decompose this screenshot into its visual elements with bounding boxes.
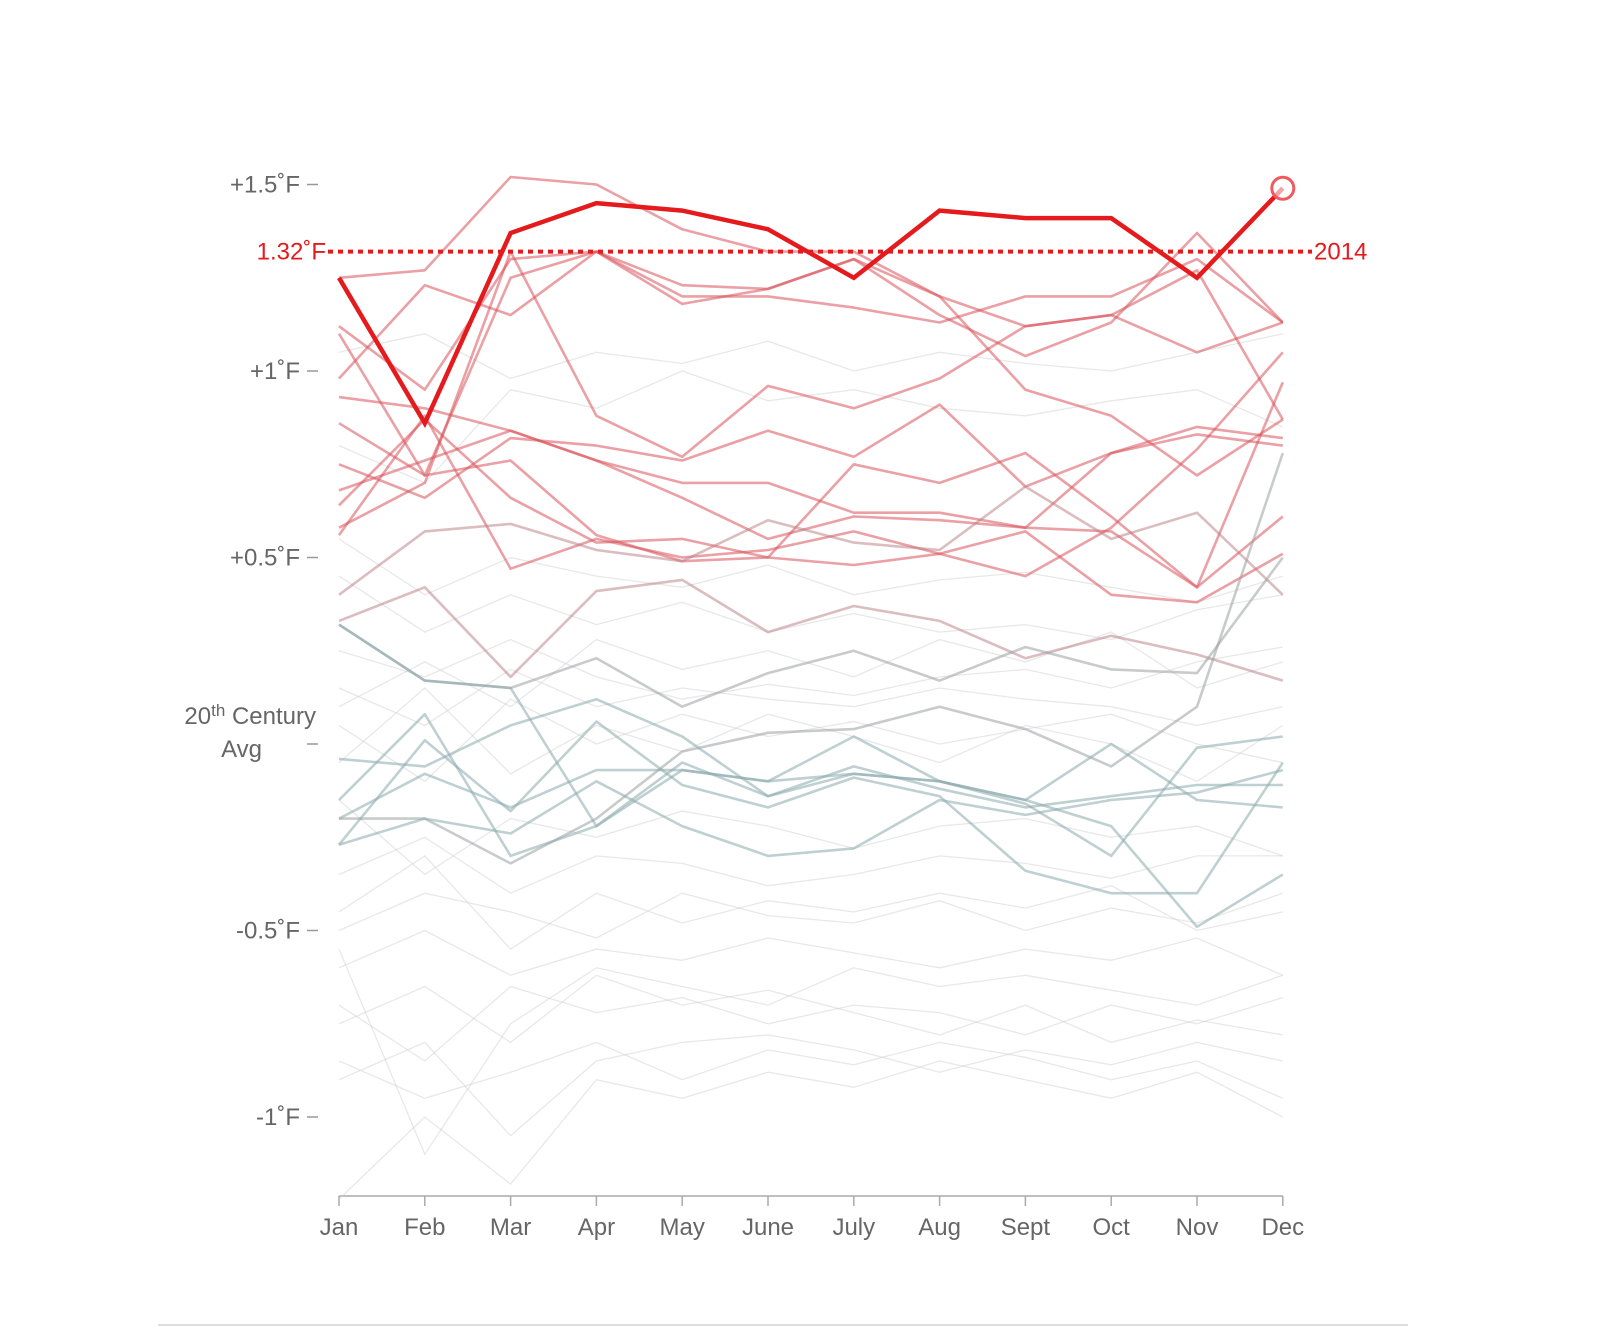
y-baseline-label-line2: Avg bbox=[221, 736, 262, 763]
year-line-gray bbox=[338, 687, 1284, 783]
year-line bbox=[338, 712, 1283, 858]
year-line bbox=[339, 452, 1285, 865]
year-line bbox=[338, 623, 1283, 828]
year-line bbox=[338, 578, 1284, 682]
x-tick-label: Sept bbox=[1001, 1214, 1051, 1241]
y-tick-label: +1.5˚F bbox=[230, 172, 300, 199]
year-line bbox=[338, 422, 1284, 589]
year-line bbox=[338, 425, 1283, 541]
year-line-gray bbox=[338, 1060, 1284, 1200]
anomaly-year-lines bbox=[337, 175, 1285, 929]
year-line-gray bbox=[338, 631, 1283, 708]
year-line-gray bbox=[338, 370, 1284, 484]
x-tick-label: Oct bbox=[1093, 1214, 1131, 1241]
year-line bbox=[338, 403, 1283, 500]
year-line-gray bbox=[338, 333, 1283, 380]
year-line-gray bbox=[338, 974, 1283, 1044]
y-tick-label: -0.5˚F bbox=[236, 918, 300, 945]
x-tick-label: May bbox=[660, 1214, 705, 1241]
year-line-gray bbox=[338, 929, 1284, 976]
x-tick-label: Jan bbox=[320, 1214, 359, 1241]
y-baseline-label: 20th Century bbox=[184, 701, 316, 730]
year-line bbox=[338, 485, 1284, 596]
year-line-gray bbox=[338, 948, 1284, 1156]
year-line-gray bbox=[338, 638, 1283, 700]
year-line-gray bbox=[338, 698, 1283, 783]
year-line-gray bbox=[338, 538, 1283, 603]
axis-labels: Jan Feb Mar Apr May June July Aug Sept Oct Nov Dec +… bbox=[184, 172, 1367, 1242]
year-line bbox=[338, 250, 1284, 529]
year-line-gray bbox=[338, 668, 1283, 727]
year-line-gray bbox=[338, 1034, 1283, 1137]
year-line-gray bbox=[338, 985, 1283, 1062]
year-line bbox=[338, 250, 1284, 392]
highlight-year-label: 2014 bbox=[1314, 239, 1367, 266]
axis-tick-marks bbox=[307, 183, 1284, 1206]
year-line bbox=[338, 768, 1284, 858]
x-tick-label: Mar bbox=[490, 1214, 531, 1241]
x-tick-label: Apr bbox=[578, 1214, 615, 1241]
year-line bbox=[338, 697, 1283, 858]
year-line-gray bbox=[338, 836, 1283, 894]
x-tick-label: Aug bbox=[918, 1214, 961, 1241]
x-tick-label: Dec bbox=[1261, 1214, 1304, 1241]
year-line bbox=[338, 175, 1284, 477]
x-tick-label: July bbox=[832, 1214, 875, 1241]
year-line bbox=[338, 351, 1284, 578]
year-line-gray bbox=[338, 799, 1284, 876]
highlight-line bbox=[337, 186, 1285, 429]
year-line bbox=[338, 768, 1284, 929]
gray-year-lines bbox=[338, 333, 1284, 1200]
year-line bbox=[338, 381, 1284, 589]
year-line bbox=[337, 720, 1284, 895]
year-line bbox=[337, 250, 1284, 477]
year-line-gray bbox=[338, 892, 1284, 939]
reference-label: 1.32˚F bbox=[257, 239, 326, 266]
y-tick-label: +1˚F bbox=[250, 358, 300, 385]
year-line-gray bbox=[338, 575, 1283, 641]
x-tick-label: Feb bbox=[404, 1214, 445, 1241]
year-line-gray bbox=[338, 1041, 1284, 1099]
x-tick-label: Nov bbox=[1176, 1214, 1219, 1241]
y-tick-label: -1˚F bbox=[256, 1104, 300, 1131]
highlight-endpoint-marker bbox=[1270, 175, 1296, 201]
year-line bbox=[337, 414, 1284, 604]
y-tick-label: +0.5˚F bbox=[230, 545, 300, 572]
highlight-year-line bbox=[328, 175, 1312, 429]
x-tick-label: June bbox=[742, 1214, 794, 1241]
footer-divider bbox=[158, 1324, 1408, 1326]
